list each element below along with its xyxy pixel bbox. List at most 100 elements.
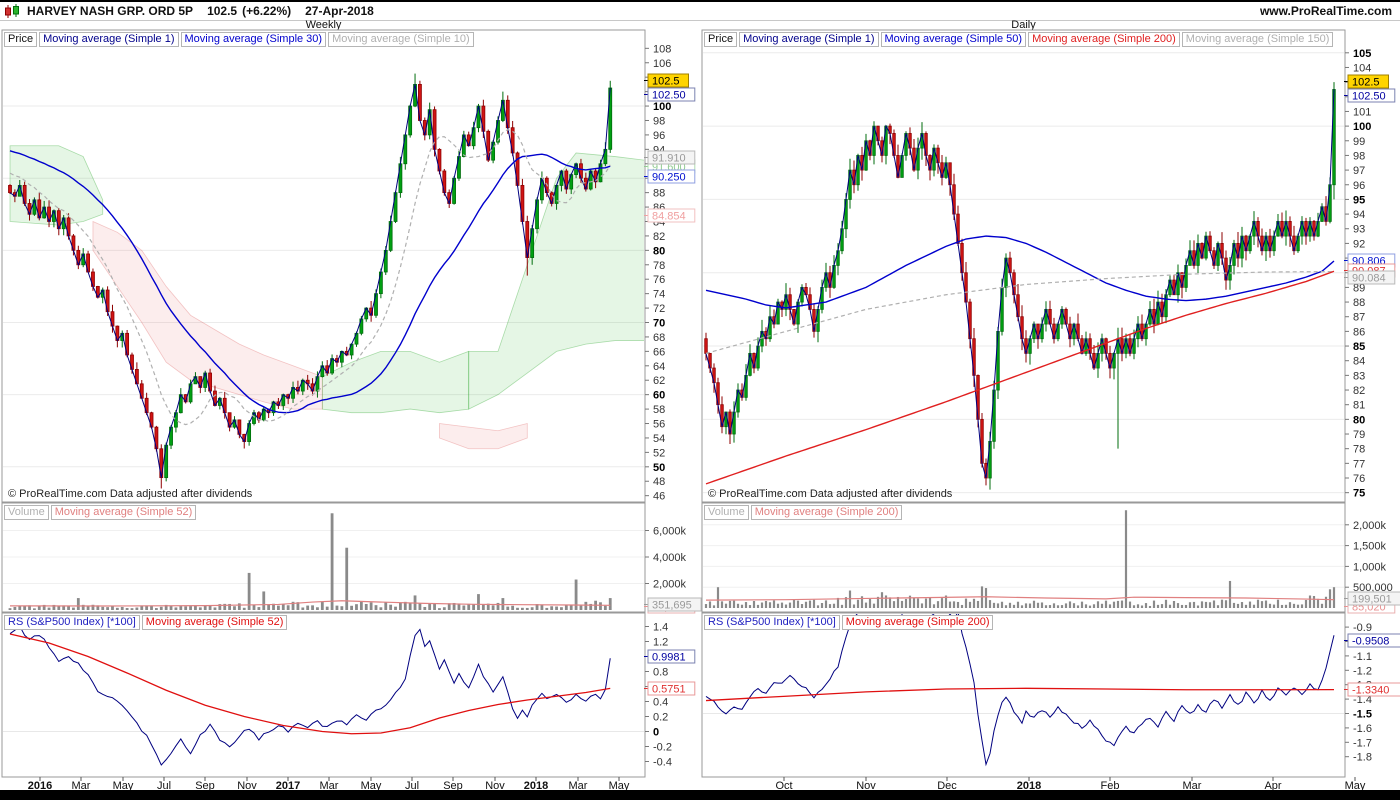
rs-tick-label: 0.4: [653, 697, 668, 709]
price-tick-label: 98: [1353, 150, 1365, 162]
weekly-indicator-row: Price Moving average (Simple 1) Moving ave…: [4, 32, 474, 47]
price-indicator-label[interactable]: Moving average (Simple 10): [328, 32, 474, 47]
top-bar: HARVEY NASH GRP. ORD 5P 102.5 (+6.22%) 2…: [0, 0, 1400, 21]
volume-tick-label: 4,000k: [653, 552, 687, 564]
price-tick-label: 60: [653, 390, 665, 402]
time-axis-label: Jul: [157, 780, 171, 790]
price-indicator-label[interactable]: Moving average (Simple 50): [880, 32, 1027, 47]
ichimoku-cloud: [92, 220, 323, 410]
price-tick-label: 78: [653, 260, 665, 272]
volume-indicator-row-label[interactable]: Moving average (Simple 52): [50, 505, 197, 520]
weekly-volume-badges: 85,020351,695: [644, 597, 702, 614]
price-indicator-label[interactable]: Moving average (Simple 1): [739, 32, 879, 47]
axis-value-badge: [1347, 74, 1389, 89]
axis-value-badge-label: 0.5751: [652, 684, 686, 696]
axis-value-badge-label: 102.5: [1352, 77, 1380, 89]
price-tick-label: 80: [653, 245, 665, 257]
rs-indicator-row-label[interactable]: Moving average (Simple 200): [841, 615, 994, 630]
volume-tick-label: 500,000: [1353, 582, 1393, 594]
axis-value-badge: [1347, 682, 1400, 697]
rs-indicator-row-label[interactable]: RS (S&P500 Index) [*100]: [4, 615, 140, 630]
rs-tick-label: 0: [653, 727, 659, 739]
website-link[interactable]: www.ProRealTime.com: [1259, 4, 1392, 18]
ma-simple-1-line: [705, 89, 1335, 479]
price-tick-label: 62: [653, 375, 665, 387]
ma-sma30-line: [9, 150, 611, 414]
daily-volume-indicator-row: Volume Moving average (Simple 200): [704, 505, 903, 520]
daily-chart[interactable]: 7576777879808182838485868788899091929394…: [701, 29, 1400, 790]
rs-indicator-row-label[interactable]: Moving average (Simple 52): [141, 615, 288, 630]
time-axis-label: Dec: [937, 780, 957, 790]
volume-tick-label: 6,000k: [653, 526, 687, 538]
price-indicator-label[interactable]: Moving average (Simple 200): [1028, 32, 1180, 47]
weekly-price-plot[interactable]: [8, 73, 645, 489]
weekly-volume-indicator-row: Volume Moving average (Simple 52): [4, 505, 197, 520]
price-indicator-label[interactable]: Moving average (Simple 1): [39, 32, 179, 47]
time-axis-label: Oct: [775, 780, 792, 790]
daily-rs-plot[interactable]: [705, 602, 1335, 767]
volume-ma-line: [9, 600, 611, 607]
price-tick-label: 106: [653, 58, 671, 70]
time-axis-label: Sep: [195, 780, 215, 790]
rs-tick-label: 0.2: [653, 712, 668, 724]
rs-ma-line: [9, 633, 611, 735]
axis-value-badge: [647, 73, 689, 88]
price-indicator-label[interactable]: Moving average (Simple 150): [1181, 32, 1334, 47]
daily-panel-title: Daily: [1011, 19, 1036, 31]
volume-tick-label: 1,500k: [1353, 541, 1387, 553]
axis-value-badge: [647, 681, 696, 696]
price-indicator-label[interactable]: Price: [4, 32, 38, 47]
daily-price-plot[interactable]: [704, 82, 1336, 490]
price-tick-label: 76: [653, 274, 665, 286]
weekly-copyright: © ProRealTime.com Data adjusted after di…: [8, 488, 253, 500]
price-indicator-label[interactable]: Moving average (Simple 30): [180, 32, 327, 47]
price-tick-label: 92: [1353, 238, 1365, 250]
volume-indicator-row-label[interactable]: Volume: [704, 505, 749, 520]
axis-value-badge-label: -1.3340: [1352, 685, 1389, 697]
price-tick-label: 52: [653, 447, 665, 459]
price-tick-label: 96: [1353, 180, 1365, 192]
price-tick-label: 48: [653, 476, 665, 488]
daily-volume-plot[interactable]: [704, 510, 1336, 608]
time-axis-label: Mar: [569, 780, 588, 790]
weekly-chart[interactable]: 46 48 50 52 54 56 58 60 62 64 66 68 70 72 74 76 78 80 82 84…: [1, 29, 702, 790]
rs-tick-label: -1.4: [1353, 694, 1372, 706]
time-axis-label: 2017: [276, 780, 300, 790]
price-tick-label: 94: [1353, 209, 1365, 221]
price-tick-label: 58: [653, 404, 665, 416]
axis-value-badge: [647, 87, 696, 102]
time-axis-label: Mar: [72, 780, 91, 790]
time-axis-label: May: [113, 780, 134, 790]
daily-indicator-row: Price Moving average (Simple 1) Moving ave…: [704, 32, 1334, 47]
rs-indicator-row-label[interactable]: RS (S&P500 Index) [*100]: [704, 615, 840, 630]
weekly-volume-plot[interactable]: [8, 513, 612, 610]
ma-simple-1-line: [9, 84, 611, 478]
price-tick-label: 100: [1353, 121, 1371, 133]
rs-tick-label: 1.2: [653, 637, 668, 649]
rs-tick-label: -0.2: [653, 742, 672, 754]
volume-indicator-row-label[interactable]: Volume: [4, 505, 49, 520]
price-tick-label: 89: [1353, 282, 1365, 294]
bottom-bar: [0, 790, 1400, 800]
price-tick-label: 75: [1353, 488, 1365, 500]
ma-sma50-line: [705, 235, 1335, 309]
daily-rs-badges: -0.9508 -1.3340: [1344, 633, 1400, 697]
rs-panel-frame: [1, 612, 646, 778]
axis-value-badge-label: 91.910: [652, 153, 686, 165]
weekly-rs-plot[interactable]: [9, 625, 611, 766]
daily-rs-axis: -0.9-1.0-1.1-1.2-1.3-1.4-1.5-1.6-1.7-1.8: [1345, 622, 1372, 764]
rs-line: [9, 625, 611, 766]
price-tick-label: 46: [653, 491, 665, 503]
volume-ma-line: [705, 596, 1335, 601]
price-indicator-label[interactable]: Price: [704, 32, 738, 47]
time-axis-label: Jul: [405, 780, 419, 790]
axis-value-badge-label: 84.854: [652, 211, 686, 223]
rs-ma-line: [705, 687, 1335, 702]
price-tick-label: 96: [653, 130, 665, 142]
axis-value-badge-label: 102.50: [1352, 91, 1386, 103]
price-tick-label: 108: [653, 43, 671, 55]
volume-indicator-row-label[interactable]: Moving average (Simple 200): [750, 505, 903, 520]
time-axis-label: Mar: [320, 780, 339, 790]
price-tick-label: 76: [1353, 473, 1365, 485]
